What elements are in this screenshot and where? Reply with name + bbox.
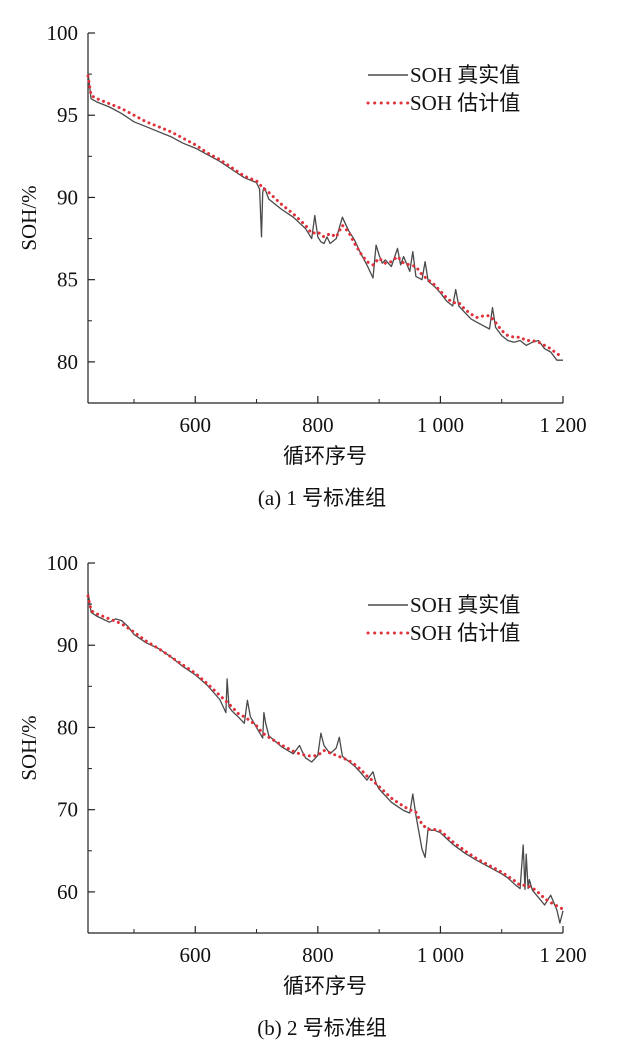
legend-actual-label-a: SOH 真实值 (410, 63, 520, 87)
legend-a: SOH 真实值 SOH 估计值 (366, 63, 520, 115)
y-axis-title-a: SOH/% (17, 185, 41, 250)
legend-b: SOH 真实值 SOH 估计值 (366, 593, 520, 645)
caption-a: (a) 1 号标准组 (258, 486, 386, 510)
legend-actual-label-b: SOH 真实值 (410, 593, 520, 617)
y-tick-label-a: 85 (57, 268, 78, 292)
x-tick-label-a: 1 000 (417, 413, 464, 437)
y-tick-label-b: 100 (47, 551, 79, 575)
axes-a: 80 85 90 95 100 600 800 1 000 1 200 (47, 21, 587, 437)
y-tick-label-b: 90 (57, 633, 78, 657)
y-tick-label-a: 80 (57, 350, 78, 374)
x-tick-label-a: 600 (180, 413, 212, 437)
series-actual-line-a (87, 72, 563, 361)
x-axis-title-a: 循环序号 (283, 444, 367, 468)
x-tick-label-a: 800 (302, 413, 334, 437)
series-layer-b (86, 591, 565, 924)
y-axis-title-b: SOH/% (17, 715, 41, 780)
y-tick-label-b: 80 (57, 715, 78, 739)
x-axis-title-b: 循环序号 (283, 974, 367, 998)
chart-panel-b: 60 70 80 90 100 600 800 1 000 1 200 SOH/% 循环序号 (… (17, 551, 587, 1040)
x-tick-label-b: 600 (180, 943, 212, 967)
y-tick-label-b: 70 (57, 798, 78, 822)
chart-panel-a: 80 85 90 95 100 600 800 1 000 1 200 SOH/% 循环序号 (… (17, 21, 587, 510)
y-tick-label-b: 60 (57, 880, 78, 904)
x-tick-label-b: 800 (302, 943, 334, 967)
legend-estimate-label-b: SOH 估计值 (410, 621, 520, 645)
axes-b: 60 70 80 90 100 600 800 1 000 1 200 (47, 551, 587, 967)
y-tick-label-a: 90 (57, 185, 78, 209)
x-tick-label-b: 1 000 (417, 943, 464, 967)
series-estimate-line-a (86, 74, 565, 359)
caption-b: (b) 2 号标准组 (257, 1016, 387, 1040)
legend-estimate-label-a: SOH 估计值 (410, 91, 520, 115)
y-tick-label-a: 100 (47, 21, 79, 45)
x-tick-label-a: 1 200 (539, 413, 586, 437)
x-tick-label-b: 1 200 (539, 943, 586, 967)
series-layer-a (86, 72, 565, 361)
y-tick-label-a: 95 (57, 103, 78, 127)
series-estimate-line-b (86, 594, 565, 911)
